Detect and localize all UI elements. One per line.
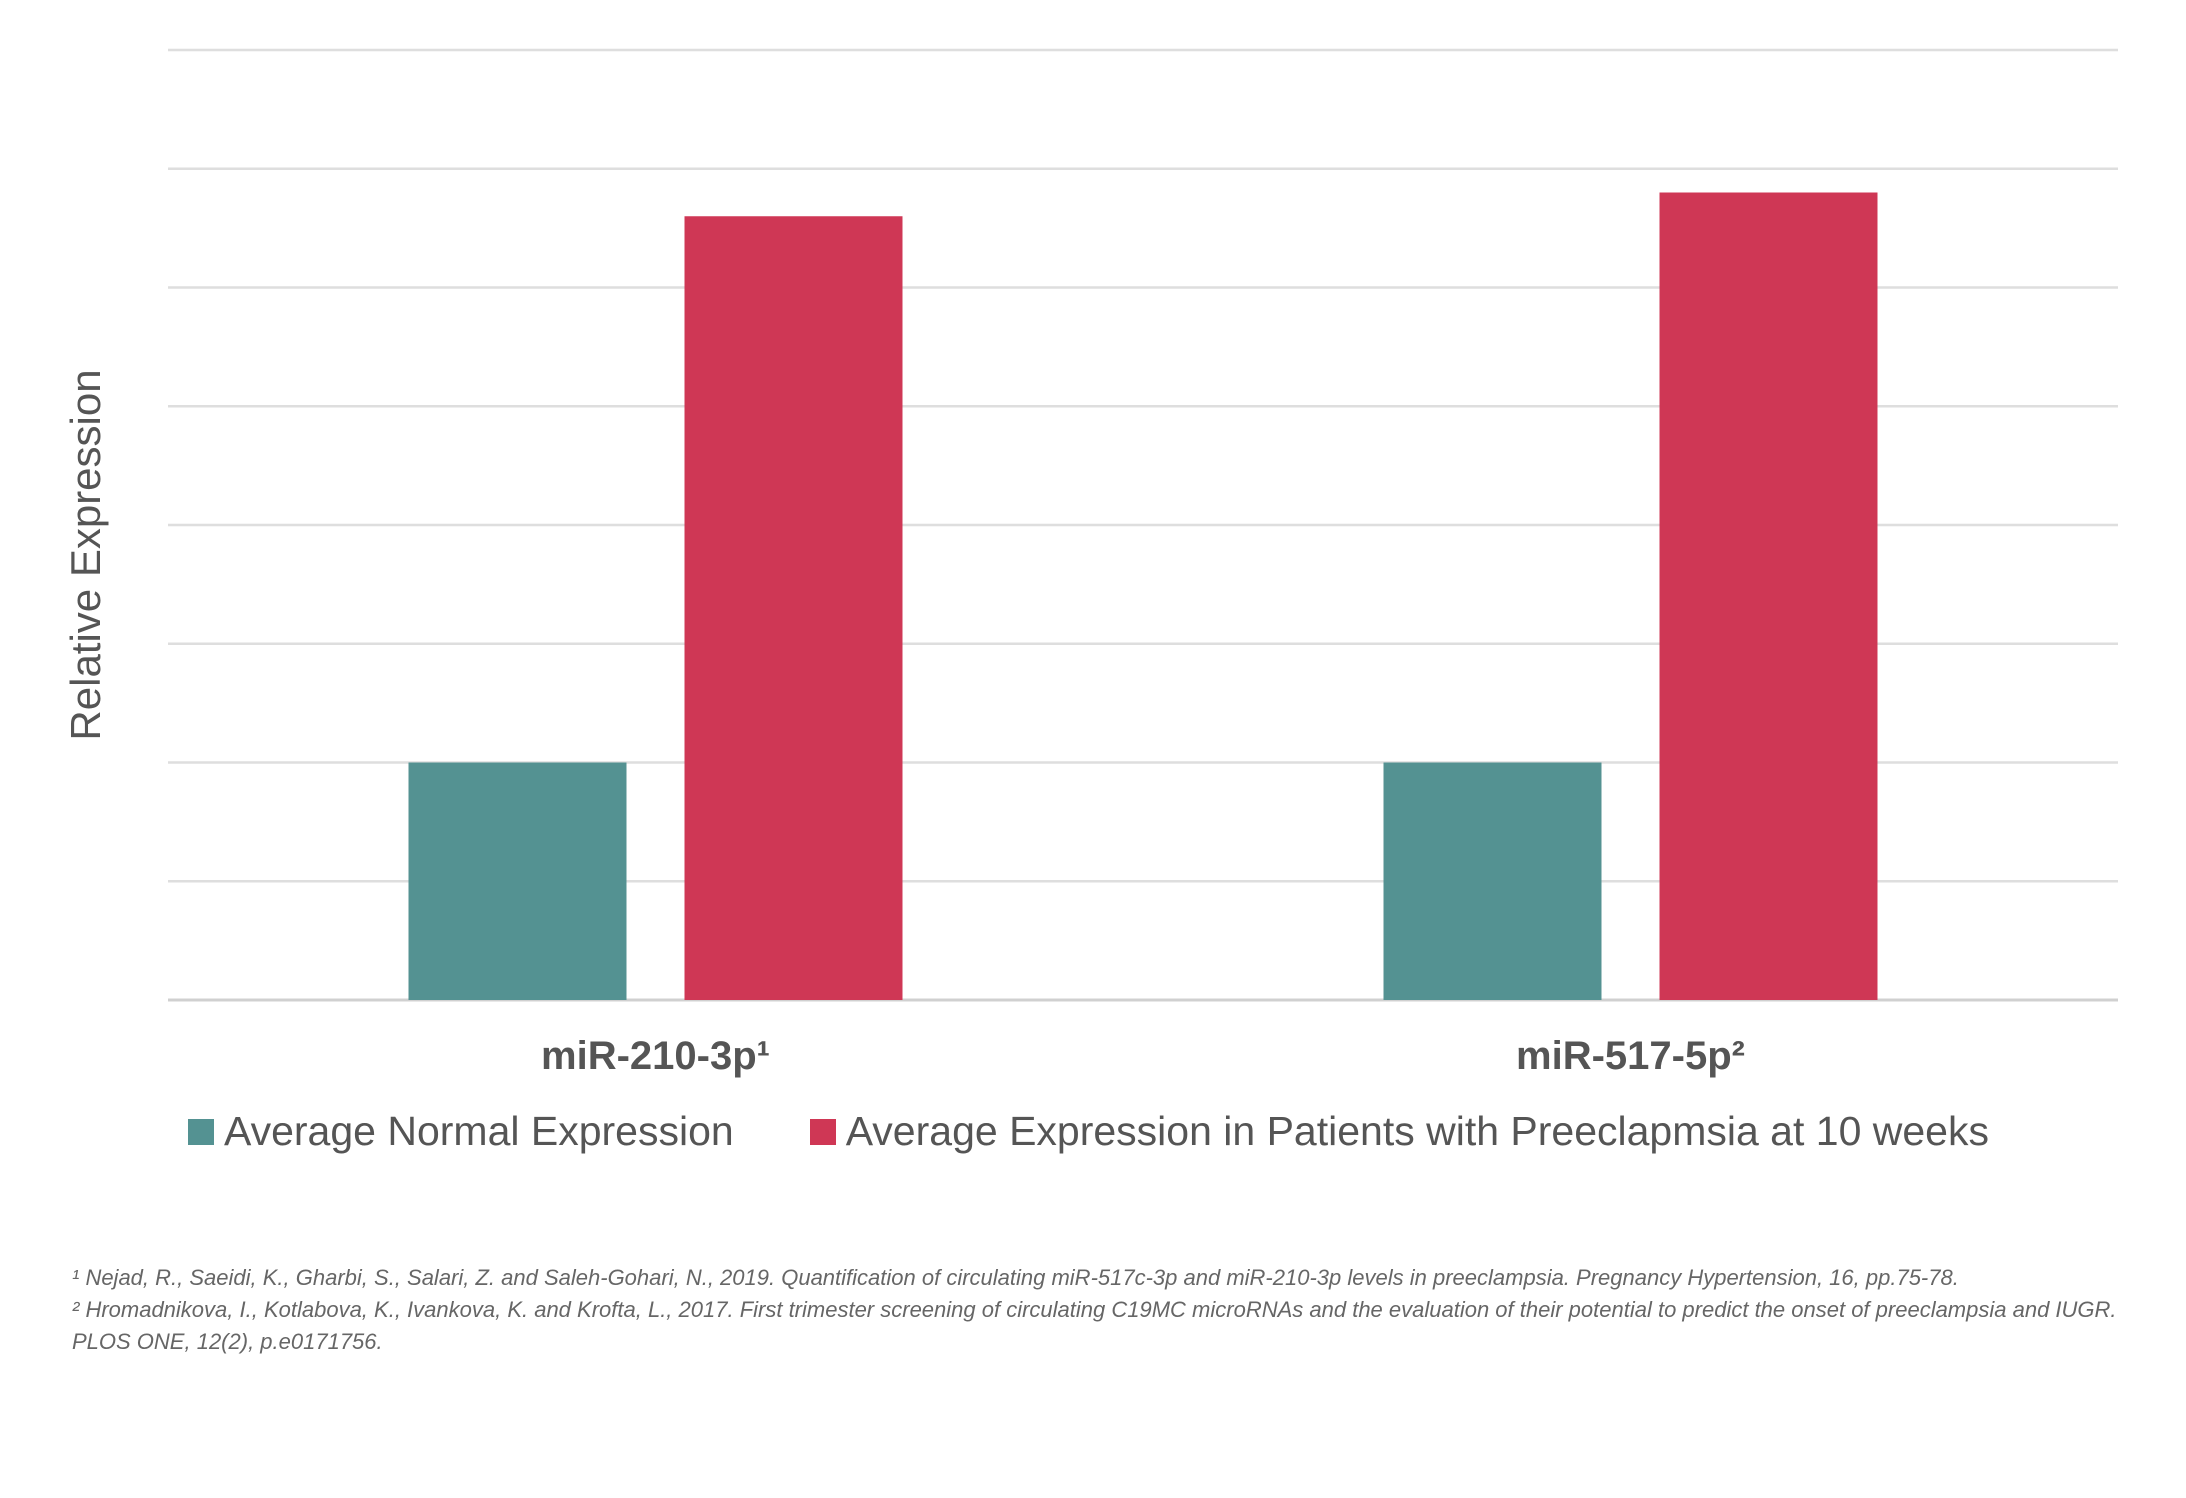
legend-item-normal: Average Normal Expression <box>188 1108 734 1155</box>
footnotes: ¹ Nejad, R., Saeidi, K., Gharbi, S., Sal… <box>72 1262 2132 1358</box>
legend-label-normal: Average Normal Expression <box>224 1108 734 1154</box>
bar-preeclampsia-2 <box>1659 192 1878 1000</box>
bar-normal-2 <box>1383 762 1602 1000</box>
legend-swatch-normal <box>188 1118 214 1145</box>
bar-normal-1 <box>408 762 627 1000</box>
bars <box>408 192 1878 1000</box>
footnote-1: ¹ Nejad, R., Saeidi, K., Gharbi, S., Sal… <box>72 1265 1959 1290</box>
category-label-2: miR-517-5p² <box>1516 1034 1745 1078</box>
y-axis-label: Relative Expression <box>62 369 109 740</box>
legend-swatch-preeclampsia <box>809 1118 836 1145</box>
legend-item-preeclampsia: Average Expression in Patients with Pree… <box>809 1108 1989 1155</box>
legend: Average Normal Expression Average Expres… <box>188 1108 2065 1155</box>
footnote-2: ² Hromadnikova, I., Kotlabova, K., Ivank… <box>72 1297 2117 1354</box>
category-labels: miR-210-3p¹ miR-517-5p² <box>541 1034 1745 1078</box>
legend-label-preeclampsia: Average Expression in Patients with Pree… <box>845 1108 1989 1154</box>
category-label-1: miR-210-3p¹ <box>541 1034 770 1078</box>
bar-preeclampsia-1 <box>684 216 903 1000</box>
